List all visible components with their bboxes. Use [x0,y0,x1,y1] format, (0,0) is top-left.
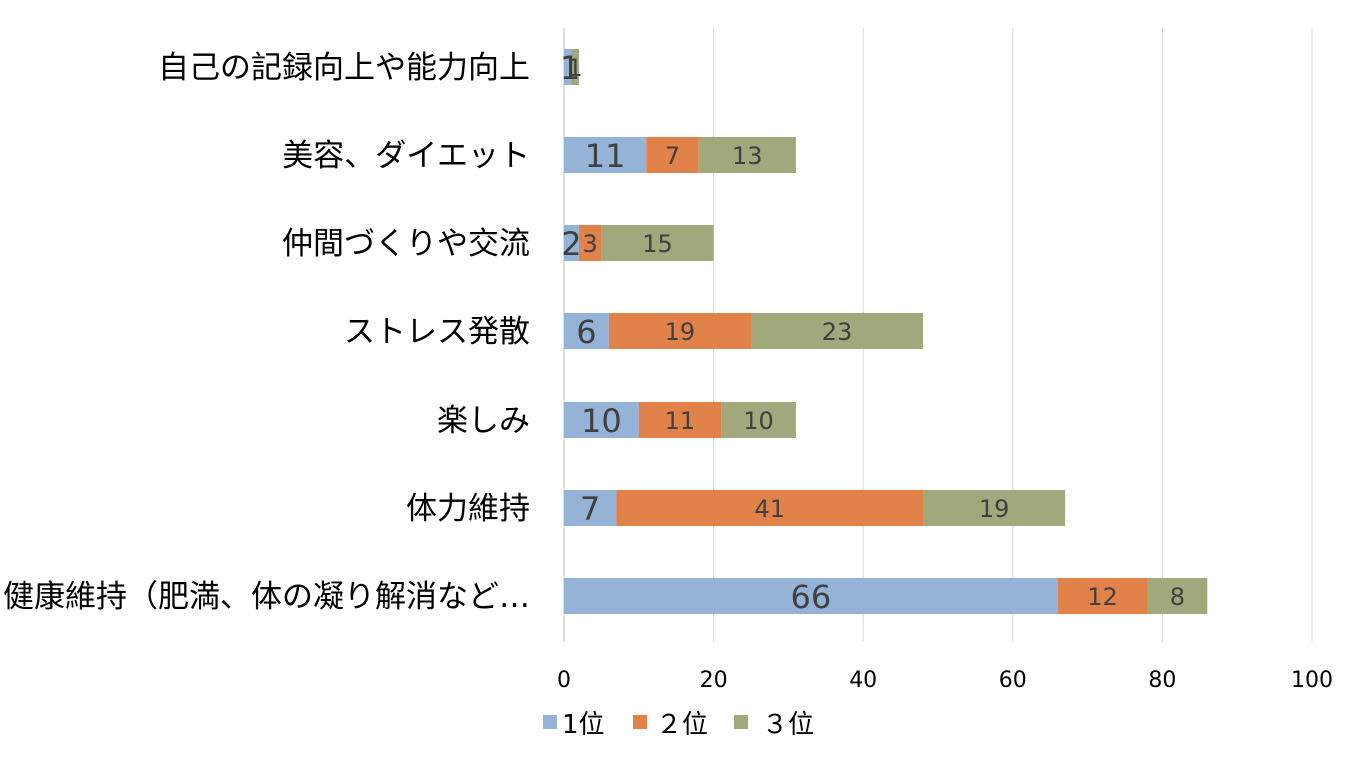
data-label: 13 [732,142,763,170]
category-label: 健康維持（肥満、体の凝り解消など… [3,579,530,615]
data-label: 1 [560,49,580,87]
data-label: 7 [580,490,600,528]
legend-label: ２位 [656,710,708,740]
bar-segment [601,225,714,261]
legend-label: ３位 [762,710,814,740]
legend: 1位 ２位 ３位 [543,710,814,740]
bar-segment [1057,578,1148,614]
data-label: 2 [561,225,581,263]
bar-segment [571,49,579,85]
bar-segment [564,225,579,261]
category-label: 自己の記録向上や能力向上 [158,50,530,86]
x-tick-label: 20 [700,668,728,693]
data-label: 11 [585,137,626,175]
bar-segment [564,49,572,85]
bar-segment [646,137,699,173]
bar-segment [564,137,647,173]
bar-segment [578,225,602,261]
bar-segment [638,402,722,438]
data-label: 10 [581,402,622,440]
legend-swatch [633,715,647,729]
data-label: 19 [979,495,1010,523]
data-label: 12 [1087,583,1118,611]
category-label: 体力維持 [406,491,530,527]
bars [564,49,1208,614]
bar-segment [721,402,796,438]
category-label: 楽しみ [437,403,530,439]
bar-segment [616,490,924,526]
x-tick-label: 0 [557,668,571,693]
x-tick-label: 80 [1148,668,1176,693]
data-label: 11 [665,407,696,435]
data-label: 6 [576,313,596,351]
data-label: 8 [1170,583,1185,611]
bar-segment [564,313,609,349]
bar-segment [923,490,1066,526]
x-tick-label: 100 [1291,668,1333,693]
data-label: 10 [743,407,774,435]
x-tick-label: 40 [849,668,877,693]
legend-label: 1位 [562,710,605,740]
category-label: 仲間づくりや交流 [282,226,530,262]
bar-segment [564,578,1058,614]
bar-segment [564,490,617,526]
data-label: 19 [665,318,696,346]
data-label: 1 [567,54,582,82]
bar-segment [698,137,796,173]
x-tick-label: 60 [999,668,1027,693]
category-label: ストレス発散 [344,314,530,350]
data-label: 15 [642,230,673,258]
data-label: 3 [583,230,598,258]
legend-swatch [543,715,557,729]
bar-segment [608,313,751,349]
bar-segment [1147,578,1208,614]
legend-swatch [734,715,748,729]
bar-segment [564,402,639,438]
x-axis-tick-labels: 0 20 40 60 80 100 [557,668,1333,693]
data-label: 7 [665,142,680,170]
category-labels: 自己の記録向上や能力向上美容、ダイエット仲間づくりや交流ストレス発散楽しみ体力維… [3,50,530,615]
data-label: 23 [822,318,853,346]
data-label: 66 [790,578,831,616]
bar-segment [751,313,924,349]
category-label: 美容、ダイエット [282,138,530,174]
data-label: 41 [754,495,785,523]
